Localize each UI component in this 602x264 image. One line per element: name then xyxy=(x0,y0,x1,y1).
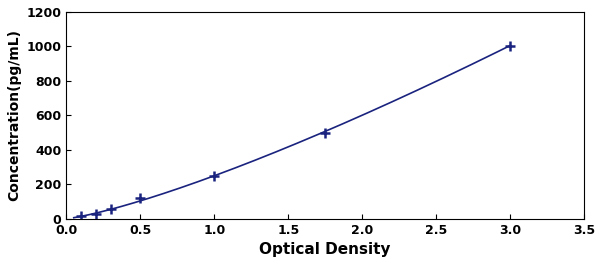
X-axis label: Optical Density: Optical Density xyxy=(259,242,391,257)
Y-axis label: Concentration(pg/mL): Concentration(pg/mL) xyxy=(7,29,21,201)
